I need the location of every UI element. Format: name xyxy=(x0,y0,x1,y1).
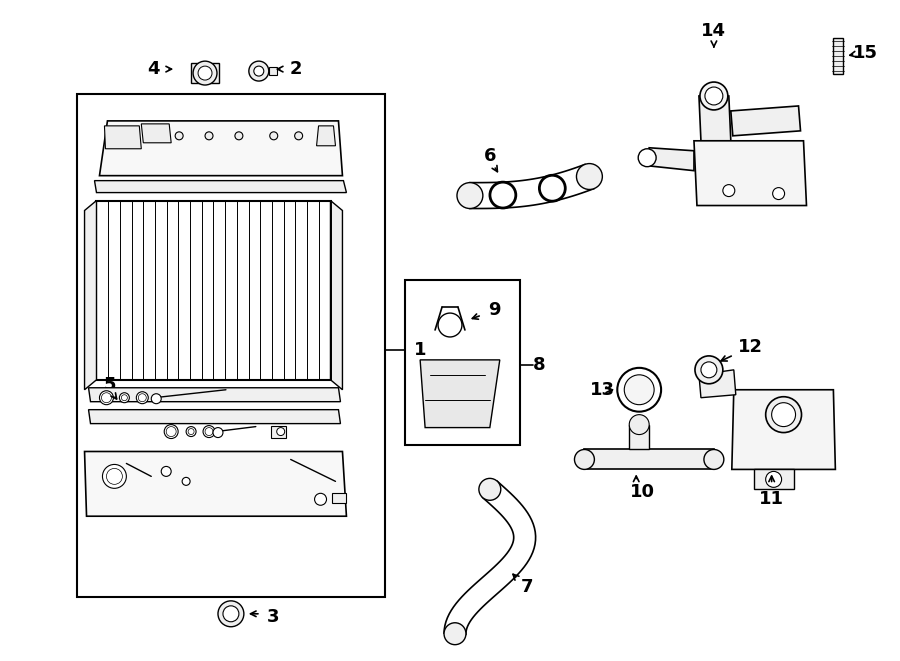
Circle shape xyxy=(136,392,149,404)
Circle shape xyxy=(151,394,161,404)
Circle shape xyxy=(723,184,734,196)
Circle shape xyxy=(161,467,171,477)
Polygon shape xyxy=(584,449,714,469)
Circle shape xyxy=(701,362,717,378)
Circle shape xyxy=(186,426,196,436)
Bar xyxy=(96,200,330,380)
Circle shape xyxy=(766,471,781,487)
Bar xyxy=(332,493,347,503)
Polygon shape xyxy=(88,410,340,424)
Polygon shape xyxy=(330,200,343,390)
Circle shape xyxy=(218,601,244,627)
Circle shape xyxy=(617,368,662,412)
Circle shape xyxy=(106,469,122,485)
Circle shape xyxy=(444,623,466,644)
Circle shape xyxy=(164,424,178,438)
Text: 9: 9 xyxy=(489,301,501,319)
Text: 5: 5 xyxy=(104,375,116,394)
Text: 14: 14 xyxy=(701,22,726,40)
Text: 13: 13 xyxy=(590,381,615,399)
Circle shape xyxy=(235,132,243,140)
Circle shape xyxy=(223,606,238,622)
Circle shape xyxy=(166,426,176,436)
Polygon shape xyxy=(94,180,346,192)
Circle shape xyxy=(705,87,723,105)
Polygon shape xyxy=(317,126,336,146)
Circle shape xyxy=(700,82,728,110)
Text: 15: 15 xyxy=(852,44,878,62)
Circle shape xyxy=(203,426,215,438)
Text: 8: 8 xyxy=(533,356,545,374)
Bar xyxy=(405,280,519,444)
Polygon shape xyxy=(444,481,536,635)
Polygon shape xyxy=(104,126,141,149)
Circle shape xyxy=(270,132,278,140)
Circle shape xyxy=(198,66,212,80)
Circle shape xyxy=(704,449,724,469)
Circle shape xyxy=(766,397,802,432)
Circle shape xyxy=(100,391,113,405)
Bar xyxy=(833,38,843,74)
Circle shape xyxy=(120,393,130,403)
Text: 2: 2 xyxy=(290,60,302,78)
Circle shape xyxy=(213,428,223,438)
Circle shape xyxy=(205,428,213,436)
Circle shape xyxy=(625,375,654,405)
Text: 4: 4 xyxy=(147,60,159,78)
Circle shape xyxy=(695,356,723,384)
Circle shape xyxy=(182,477,190,485)
Circle shape xyxy=(772,188,785,200)
Bar xyxy=(271,426,285,438)
Polygon shape xyxy=(88,388,340,402)
Circle shape xyxy=(194,61,217,85)
Polygon shape xyxy=(141,124,171,143)
Polygon shape xyxy=(699,370,736,398)
Circle shape xyxy=(139,394,147,402)
Circle shape xyxy=(315,493,327,505)
Circle shape xyxy=(248,61,269,81)
Circle shape xyxy=(457,182,483,208)
Polygon shape xyxy=(629,424,649,449)
Circle shape xyxy=(479,479,500,500)
Circle shape xyxy=(438,313,462,337)
Polygon shape xyxy=(85,200,96,390)
Circle shape xyxy=(294,132,302,140)
Circle shape xyxy=(103,465,126,488)
Polygon shape xyxy=(647,148,694,171)
Text: 7: 7 xyxy=(520,578,533,596)
Text: 3: 3 xyxy=(266,608,279,626)
Bar xyxy=(76,94,385,597)
Polygon shape xyxy=(85,451,346,516)
Polygon shape xyxy=(694,141,806,206)
Text: 10: 10 xyxy=(630,483,654,501)
Circle shape xyxy=(122,395,128,401)
Text: 11: 11 xyxy=(759,490,784,508)
Circle shape xyxy=(102,393,112,403)
Polygon shape xyxy=(699,96,731,141)
Bar xyxy=(269,67,276,75)
Polygon shape xyxy=(731,106,800,136)
Circle shape xyxy=(574,449,594,469)
Polygon shape xyxy=(732,390,835,469)
Polygon shape xyxy=(420,360,500,428)
Circle shape xyxy=(276,428,284,436)
Circle shape xyxy=(254,66,264,76)
Circle shape xyxy=(771,403,796,426)
Text: 1: 1 xyxy=(414,341,427,359)
Circle shape xyxy=(577,163,602,190)
Polygon shape xyxy=(470,165,594,208)
Text: 6: 6 xyxy=(483,147,496,165)
Polygon shape xyxy=(191,63,219,83)
Circle shape xyxy=(638,149,656,167)
Circle shape xyxy=(205,132,213,140)
Polygon shape xyxy=(100,121,343,176)
Text: 12: 12 xyxy=(738,338,763,356)
Polygon shape xyxy=(753,469,794,489)
Circle shape xyxy=(176,132,183,140)
Circle shape xyxy=(629,414,649,434)
Circle shape xyxy=(188,428,194,434)
